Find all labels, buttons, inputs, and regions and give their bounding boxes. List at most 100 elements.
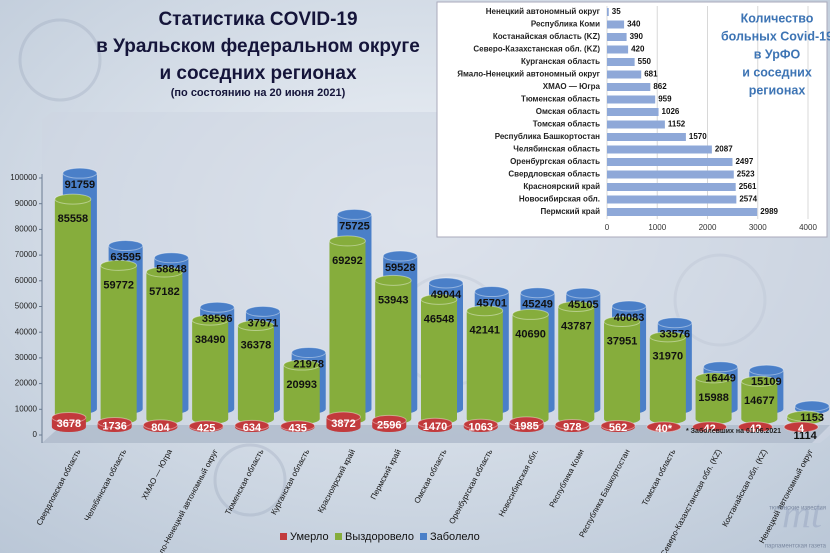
data-label: 862 [653,82,667,91]
bar [607,158,733,166]
data-label: 15988 [698,392,729,404]
y-tick-label: 10000 [15,404,38,413]
inset-title: регионах [749,83,806,97]
bar-shade [375,280,412,424]
bar-shade [695,377,732,424]
y-tick-label: Ненецкий автономный округ [486,7,601,16]
legend-label: Выздоровело [345,531,414,543]
y-tick-label: 30000 [15,353,38,362]
data-label: 1570 [689,132,707,141]
bar-top [374,274,412,286]
chart-title: в Уральском федеральном округе [96,36,420,57]
bar [607,120,665,129]
data-label: 40083 [614,312,645,324]
bar-top [51,412,87,424]
data-label: 2497 [735,157,753,166]
y-tick-label: 40000 [15,327,38,336]
inset-title: Количество [741,11,814,25]
bar-top [280,420,316,432]
bar-top [600,420,636,432]
data-label: 40690 [515,328,546,340]
bar-top [474,286,510,298]
bar-shade [329,240,366,424]
data-label: 38490 [195,334,226,346]
bar [607,33,627,41]
bar-shade [192,320,229,424]
bar-top [336,208,372,220]
brand-name: парламентская газета [765,544,827,550]
y-tick-label: Республика Коми [531,20,600,29]
data-label: 2087 [715,145,733,154]
data-label: 59528 [385,262,416,274]
brand-name: тюменские известия [769,506,826,512]
bar-top [786,410,824,422]
data-label: 2989 [760,207,778,216]
bar-shade [512,314,549,424]
data-label: 42 [749,423,761,435]
bar-shade [100,265,137,424]
bar [607,95,656,104]
data-label: 20993 [286,379,317,391]
y-tick-label: Омская область [536,107,600,116]
bar [607,83,651,91]
legend-swatch [420,533,427,540]
bar-top [463,418,499,430]
data-label: 36378 [241,339,272,351]
bar-top [191,314,229,326]
y-tick-label: Томская область [533,120,600,129]
data-label: 16449 [705,373,736,385]
bar-top [692,421,728,433]
inset-title: больных Covid-19 [721,29,830,43]
data-label: 58848 [156,264,187,276]
bar [607,20,625,29]
data-label: 45701 [476,297,507,309]
y-tick-label: 60000 [15,276,38,285]
bar-top [382,250,418,262]
chart-title: и соседних регионах [159,63,356,84]
bar-top [325,411,361,423]
bar-shade [237,325,274,424]
bar-top [142,419,178,431]
bar [607,145,712,154]
data-label: 4 [798,423,805,435]
bar-top [237,320,275,332]
legend-label: Умерло [290,531,329,543]
logo: mt [782,491,823,536]
bar-top [603,315,641,327]
bar-top [512,308,550,320]
data-label: 425 [197,422,215,434]
bar [607,45,629,54]
data-label: 550 [638,57,652,66]
bar-top [428,277,464,289]
inset-title: в УрФО [754,47,801,61]
data-label: 978 [563,422,581,434]
y-tick-label: Тюменская область [521,95,600,104]
bar-top [565,287,601,299]
bar-top [520,287,556,299]
data-label: 33576 [660,329,691,341]
inset-title: и соседних [742,65,812,79]
bar-top [153,252,189,264]
y-tick-label: Свердловская область [508,170,600,179]
annotation: * Заболевших на 01.06.2021 [686,427,781,435]
data-label: 85558 [58,213,89,225]
data-label: 1985 [514,420,538,432]
data-label: 43787 [561,320,592,332]
y-tick-label: Челябинская область [513,145,600,154]
bar-shade [421,299,457,424]
data-label: 959 [658,95,672,104]
data-label: 3678 [57,418,81,430]
data-label: 63595 [110,251,141,263]
data-label: 57182 [149,286,180,298]
bar-top [649,331,687,343]
bar-top [646,421,682,433]
bar-top [611,300,647,312]
y-tick-label: 50000 [15,302,38,311]
data-label: 804 [151,422,170,434]
y-tick-label: Новосибирская обл. [519,195,600,204]
bar-top [283,359,321,371]
bar-top [695,372,733,384]
bar-top [100,259,138,271]
data-label: 1114 [793,430,817,442]
